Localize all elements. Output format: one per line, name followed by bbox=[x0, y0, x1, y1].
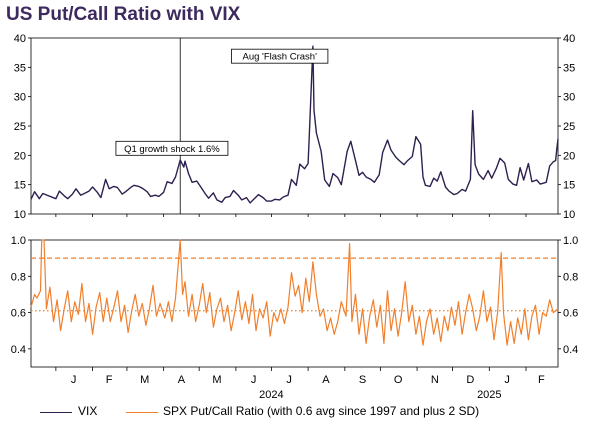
vix-y-tick-label-right: 40 bbox=[563, 33, 575, 45]
pcr-y-tick-label-right: 1.0 bbox=[563, 235, 578, 247]
pcr-y-tick-label-right: 0.6 bbox=[563, 308, 578, 320]
flash-crash-annotation-box bbox=[231, 48, 329, 64]
month-label: F bbox=[106, 374, 113, 386]
pcr-y-tick-label-left: 1.0 bbox=[11, 235, 26, 247]
q1-shock-annotation-box bbox=[115, 140, 229, 156]
month-label: J bbox=[251, 374, 257, 386]
legend-label-vix: VIX bbox=[78, 404, 98, 418]
vix-y-tick-label-right: 35 bbox=[563, 62, 575, 74]
pcr-series-line bbox=[30, 239, 559, 346]
pcr-panel-frame bbox=[30, 239, 559, 368]
month-label: N bbox=[431, 374, 439, 386]
month-label: J bbox=[71, 374, 77, 386]
year-label: 2024 bbox=[259, 389, 283, 401]
month-label: M bbox=[212, 374, 221, 386]
month-label: J bbox=[504, 374, 510, 386]
vix-y-tick-label-left: 35 bbox=[14, 62, 26, 74]
flash-crash-annotation-label: Aug 'Flash Crash' bbox=[243, 52, 318, 63]
legend-swatch-pcr bbox=[126, 412, 158, 413]
vix-y-tick-label-right: 15 bbox=[563, 180, 575, 192]
vix-panel: 10 10 15 15 20 20 25 25 30 30 35 35 40 40 Aug 'Flash C… bbox=[14, 33, 576, 221]
month-label: O bbox=[394, 374, 403, 386]
month-label: S bbox=[359, 374, 366, 386]
month-label: D bbox=[466, 374, 474, 386]
vix-y-tick-label-left: 15 bbox=[14, 180, 26, 192]
chart-title: US Put/Call Ratio with VIX bbox=[6, 4, 241, 25]
x-axis: J F M A M J J A S O N D J F 2024 2025 bbox=[55, 214, 545, 401]
legend: VIX SPX Put/Call Ratio (with 0.6 avg sin… bbox=[0, 404, 593, 422]
q1-shock-annotation-label: Q1 growth shock 1.6% bbox=[124, 144, 220, 155]
month-label: M bbox=[140, 374, 149, 386]
vix-y-tick-label-left: 40 bbox=[14, 33, 26, 45]
pcr-y-tick-label-right: 0.4 bbox=[563, 344, 578, 356]
month-label: J bbox=[286, 374, 292, 386]
pcr-y-tick-label-left: 0.4 bbox=[11, 344, 26, 356]
vix-series-line bbox=[30, 45, 559, 204]
vix-y-tick-label-right: 25 bbox=[563, 121, 575, 133]
pcr-y-tick-label-left: 0.8 bbox=[11, 271, 26, 283]
month-label: F bbox=[538, 374, 545, 386]
vix-y-tick-label-right: 10 bbox=[563, 209, 575, 221]
month-label: A bbox=[322, 374, 330, 386]
vix-y-tick-label-left: 30 bbox=[14, 92, 26, 104]
legend-swatch-vix bbox=[40, 412, 72, 413]
vix-y-tick-label-right: 20 bbox=[563, 150, 575, 162]
pcr-y-tick-label-left: 0.6 bbox=[11, 308, 26, 320]
year-label: 2025 bbox=[477, 389, 501, 401]
legend-label-pcr: SPX Put/Call Ratio (with 0.6 avg since 1… bbox=[163, 404, 480, 418]
vix-y-tick-label-left: 20 bbox=[14, 150, 26, 162]
pcr-panel: 0.4 0.4 0.6 0.6 0.8 0.8 1.0 1.0 bbox=[11, 235, 579, 356]
pcr-y-tick-label-right: 0.8 bbox=[563, 271, 578, 283]
vix-y-tick-label-left: 25 bbox=[14, 121, 26, 133]
vix-y-tick-label-left: 10 bbox=[14, 209, 26, 221]
vix-y-tick-label-right: 30 bbox=[563, 92, 575, 104]
month-label: A bbox=[178, 374, 186, 386]
